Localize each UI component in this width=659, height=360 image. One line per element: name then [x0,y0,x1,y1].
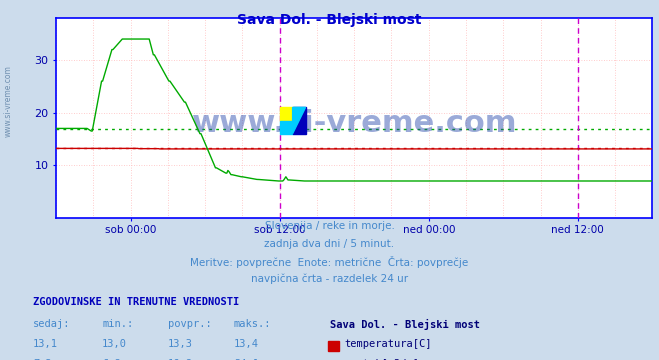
Text: maks.:: maks.: [234,319,272,329]
Text: 13,4: 13,4 [234,339,259,349]
Text: povpr.:: povpr.: [168,319,212,329]
Text: 13,3: 13,3 [168,339,193,349]
Text: 13,1: 13,1 [33,339,58,349]
Text: navpična črta - razdelek 24 ur: navpična črta - razdelek 24 ur [251,273,408,284]
Text: Slovenija / reke in morje.: Slovenija / reke in morje. [264,221,395,231]
Text: ZGODOVINSKE IN TRENUTNE VREDNOSTI: ZGODOVINSKE IN TRENUTNE VREDNOSTI [33,297,239,307]
Text: zadnja dva dni / 5 minut.: zadnja dva dni / 5 minut. [264,239,395,249]
Text: 34,1: 34,1 [234,359,259,360]
Text: 13,0: 13,0 [102,339,127,349]
Bar [293,107,306,134]
Bar [279,121,293,134]
Bar [279,107,293,121]
Text: 7,2: 7,2 [33,359,51,360]
Text: temperatura[C]: temperatura[C] [344,339,432,349]
Text: Sava Dol. - Blejski most: Sava Dol. - Blejski most [237,13,422,27]
Polygon shape [293,107,306,134]
Text: 6,8: 6,8 [102,359,121,360]
Text: Sava Dol. - Blejski most: Sava Dol. - Blejski most [330,319,480,330]
Text: sedaj:: sedaj: [33,319,71,329]
Text: www.si-vreme.com: www.si-vreme.com [192,109,517,138]
Text: www.si-vreme.com: www.si-vreme.com [3,65,13,137]
Text: 16,8: 16,8 [168,359,193,360]
Text: min.:: min.: [102,319,133,329]
Text: pretok[m3/s]: pretok[m3/s] [344,359,419,360]
Text: Meritve: povprečne  Enote: metrične  Črta: povprečje: Meritve: povprečne Enote: metrične Črta:… [190,256,469,268]
